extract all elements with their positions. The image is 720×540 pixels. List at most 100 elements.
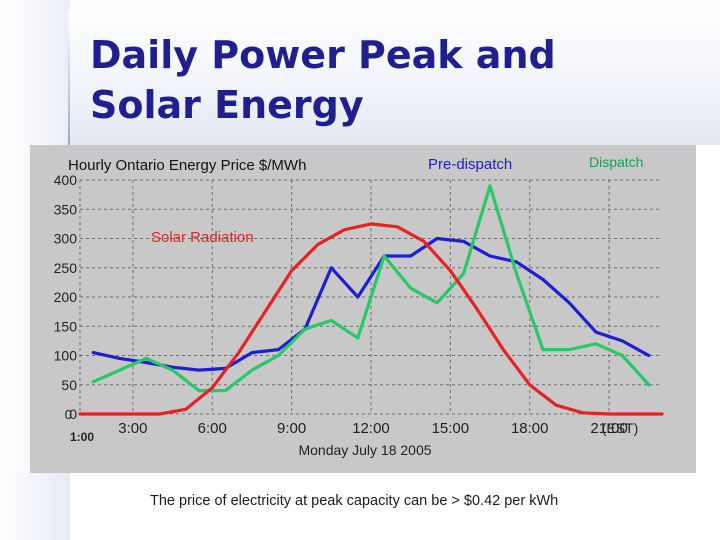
data-point-pre-dispatch xyxy=(647,354,651,357)
data-point-dispatch xyxy=(515,272,518,275)
data-point-dispatch xyxy=(91,380,95,384)
data-point-dispatch xyxy=(462,272,465,275)
data-point-pre-dispatch xyxy=(197,368,201,372)
data-point-solar-radiation xyxy=(237,351,241,354)
price-chart: Hourly Ontario Energy Price $/MWh Pre-di… xyxy=(54,154,664,458)
data-point-pre-dispatch xyxy=(91,351,95,354)
legend-pre-dispatch: Pre-dispatch xyxy=(428,156,512,173)
data-point-pre-dispatch xyxy=(488,254,492,258)
data-point-solar-radiation xyxy=(290,269,294,273)
x-tick-label: 1:00 xyxy=(70,430,94,444)
data-point-pre-dispatch xyxy=(250,351,254,354)
data-point-dispatch xyxy=(277,354,280,357)
x-axis-unit: (EST) xyxy=(602,420,639,436)
data-point-solar-radiation xyxy=(501,348,505,352)
data-point-pre-dispatch xyxy=(515,260,518,264)
data-point-dispatch xyxy=(144,357,148,360)
data-point-solar-radiation xyxy=(184,407,188,411)
y-tick-label: 100 xyxy=(54,348,78,364)
legend-solar-radiation: Solar Radiation xyxy=(151,229,254,246)
data-point-solar-radiation xyxy=(316,242,320,246)
data-point-solar-radiation xyxy=(448,269,452,273)
data-point-dispatch xyxy=(329,319,333,322)
data-point-solar-radiation xyxy=(157,412,161,416)
data-point-dispatch xyxy=(118,368,122,372)
x-tick-label: 3:00 xyxy=(118,420,147,437)
data-point-solar-radiation xyxy=(528,383,532,387)
x-tick-label: 21:00 xyxy=(590,420,628,437)
title-rule xyxy=(68,10,70,145)
data-point-solar-radiation xyxy=(78,412,82,416)
data-point-pre-dispatch xyxy=(329,266,333,270)
data-point-solar-radiation xyxy=(660,412,664,416)
data-point-solar-radiation xyxy=(343,228,346,232)
y-tick-label: 150 xyxy=(54,318,78,334)
caption: The price of electricity at peak capacit… xyxy=(150,493,559,509)
data-point-solar-radiation xyxy=(475,307,479,311)
data-point-dispatch xyxy=(250,368,254,372)
legend-dispatch: Dispatch xyxy=(589,154,643,170)
y-tick-label: 350 xyxy=(54,201,78,217)
data-point-solar-radiation xyxy=(396,225,399,229)
y-tick-label: 250 xyxy=(54,260,78,276)
data-point-pre-dispatch xyxy=(277,348,280,352)
data-point-solar-radiation xyxy=(422,240,426,243)
y-tick-label: 0 xyxy=(69,406,77,422)
data-point-pre-dispatch xyxy=(356,295,360,299)
y-tick-label: 50 xyxy=(61,377,77,393)
title-band xyxy=(70,0,720,145)
slide-title-line1: Daily Power Peak and xyxy=(90,33,556,77)
data-point-solar-radiation xyxy=(581,411,585,415)
data-point-solar-radiation xyxy=(263,310,267,314)
data-point-pre-dispatch xyxy=(409,254,413,258)
data-point-dispatch xyxy=(620,354,624,357)
slide-title-line2: Solar Energy xyxy=(90,83,364,127)
data-point-pre-dispatch xyxy=(462,240,465,243)
data-point-dispatch xyxy=(197,389,201,392)
data-point-dispatch xyxy=(594,342,598,346)
chart-panel: Hourly Ontario Energy Price $/MWh Pre-di… xyxy=(30,145,696,473)
data-point-dispatch xyxy=(647,383,651,387)
data-point-dispatch xyxy=(356,336,360,340)
data-point-pre-dispatch xyxy=(594,330,598,334)
x-tick-label: 9:00 xyxy=(277,420,306,437)
x-axis-title: Monday July 18 2005 xyxy=(298,442,431,458)
data-point-pre-dispatch xyxy=(171,365,174,369)
data-point-dispatch xyxy=(409,286,413,290)
data-point-solar-radiation xyxy=(554,403,558,407)
data-point-solar-radiation xyxy=(210,386,214,390)
x-tick-label: 12:00 xyxy=(352,420,390,437)
label-layer: Hourly Ontario Energy Price $/MWh Pre-di… xyxy=(54,154,644,458)
data-point-pre-dispatch xyxy=(568,301,571,305)
x-tick-label: 18:00 xyxy=(511,420,549,437)
x-tick-label: 15:00 xyxy=(432,420,470,437)
data-point-solar-radiation xyxy=(607,412,611,416)
data-point-pre-dispatch xyxy=(541,278,545,281)
data-point-dispatch xyxy=(541,348,545,352)
data-point-solar-radiation xyxy=(634,412,637,416)
data-point-solar-radiation xyxy=(105,412,108,416)
data-point-dispatch xyxy=(568,348,571,352)
data-point-pre-dispatch xyxy=(435,237,439,240)
slide-title: Daily Power Peak and Solar Energy xyxy=(90,30,650,130)
y-axis-origin-extra: 0 xyxy=(65,407,72,422)
data-point-solar-radiation xyxy=(131,412,135,416)
line-layer xyxy=(78,184,664,416)
data-point-dispatch xyxy=(488,184,492,188)
data-point-dispatch xyxy=(303,327,307,331)
grid-layer xyxy=(79,179,662,415)
series-line-dispatch xyxy=(91,184,651,393)
left-decor-band-bottom xyxy=(0,470,70,540)
y-tick-label: 200 xyxy=(54,289,78,305)
data-point-pre-dispatch xyxy=(144,361,148,364)
data-point-pre-dispatch xyxy=(118,357,122,360)
data-point-dispatch xyxy=(171,368,174,372)
data-point-dispatch xyxy=(435,301,439,305)
series-line-pre-dispatch xyxy=(91,236,651,372)
data-point-dispatch xyxy=(382,254,386,258)
data-point-pre-dispatch xyxy=(620,339,624,343)
x-tick-label: 6:00 xyxy=(198,420,227,437)
data-point-dispatch xyxy=(224,389,227,392)
y-tick-label: 300 xyxy=(54,231,78,247)
data-point-solar-radiation xyxy=(369,222,373,226)
